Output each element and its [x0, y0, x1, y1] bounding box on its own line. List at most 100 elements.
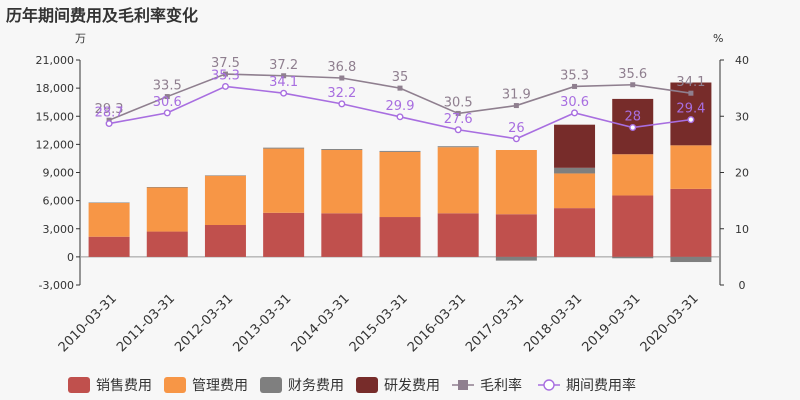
legend-swatch [260, 377, 282, 393]
gross-margin-label: 37.5 [211, 56, 240, 71]
bar-segment [379, 151, 421, 218]
expense-ratio-label: 34.1 [269, 75, 298, 90]
bar-segment [146, 187, 188, 232]
expense-ratio-point [687, 116, 695, 124]
bar-segment [437, 213, 479, 257]
bar-segment [612, 195, 654, 257]
gross-margin-label: 37.2 [269, 58, 298, 73]
gross-margin-point [688, 90, 694, 96]
gross-margin-point [630, 82, 636, 88]
x-tick-label: 2019-03-31 [580, 291, 644, 355]
gross-margin-label: 35 [392, 70, 409, 85]
bar-segment [670, 188, 712, 257]
bar-segment [437, 146, 479, 148]
bar-segment [321, 149, 363, 150]
right-tick-label: 30 [735, 110, 749, 123]
bar-segment [146, 187, 188, 188]
gross-margin-point [572, 83, 578, 89]
bar-segment [204, 175, 246, 176]
expense-ratio-label: 28 [624, 110, 641, 125]
legend-label: 毛利率 [480, 377, 522, 394]
legend-label: 管理费用 [192, 378, 248, 394]
bar-segment [554, 173, 596, 209]
left-tick-label: 12,000 [36, 138, 75, 151]
bar-segment [263, 212, 305, 257]
gross-margin-label: 35.3 [560, 68, 589, 83]
expense-ratio-label: 26 [508, 121, 525, 136]
legend-label: 销售费用 [96, 378, 152, 394]
bar-segment [379, 217, 421, 257]
expense-ratio-point [280, 89, 288, 97]
x-tick-label: 2010-03-31 [56, 291, 120, 355]
x-tick-label: 2014-03-31 [289, 291, 353, 355]
bar-segment [554, 124, 596, 168]
x-tick-label: 2017-03-31 [463, 291, 527, 355]
legend-label: 研发费用 [384, 378, 440, 394]
x-tick-label: 2016-03-31 [405, 291, 469, 355]
gross-margin-label: 33.5 [153, 79, 182, 94]
bar-segment [554, 167, 596, 174]
expense-ratio-point [396, 113, 404, 121]
left-tick-label: 18,000 [36, 82, 75, 95]
bar-segment [670, 145, 712, 189]
gross-margin-point [281, 73, 287, 79]
bar-segment [263, 148, 305, 213]
chart-title: 历年期间费用及毛利率变化 [6, 6, 199, 25]
bar-segment [321, 213, 363, 257]
expense-ratio-label: 35.3 [211, 68, 240, 83]
bar-segment [495, 214, 537, 257]
right-tick-label: 0 [739, 279, 746, 292]
x-tick-label: 2020-03-31 [638, 291, 702, 355]
bar-segment [437, 147, 479, 214]
bar-segment [88, 202, 130, 237]
bar-segment [379, 150, 421, 152]
legend-swatch [164, 377, 186, 393]
left-tick-label: -3,000 [39, 279, 74, 292]
legend-swatch [356, 377, 378, 393]
legend-marker [458, 380, 468, 390]
gross-margin-label: 35.6 [618, 67, 647, 82]
left-tick-label: 6,000 [43, 195, 75, 208]
bar-segment [612, 154, 654, 196]
bar-segment [670, 256, 712, 263]
gross-margin-point [397, 85, 403, 91]
gross-margin-point [222, 71, 228, 77]
left-tick-label: 0 [67, 251, 74, 264]
bar-segment [263, 147, 305, 149]
expense-ratio-label: 28.7 [95, 106, 124, 121]
gross-margin-label: 34.1 [676, 75, 705, 90]
bar-segment [495, 256, 537, 261]
expense-ratio-point [105, 120, 113, 128]
gross-margin-label: 36.8 [327, 60, 356, 75]
expense-ratio-label: 30.6 [560, 95, 589, 110]
expense-ratio-point [571, 109, 579, 117]
x-tick-label: 2012-03-31 [172, 291, 236, 355]
right-tick-label: 40 [735, 54, 749, 67]
expense-ratio-point [221, 82, 229, 90]
bar-segment [204, 225, 246, 257]
gross-margin-label: 31.9 [502, 88, 531, 103]
x-tick-label: 2013-03-31 [230, 291, 294, 355]
left-tick-label: 15,000 [36, 110, 75, 123]
x-tick-label: 2011-03-31 [114, 291, 178, 355]
x-tick-label: 2015-03-31 [347, 291, 411, 355]
legend-swatch [68, 377, 90, 393]
expense-ratio-label: 32.2 [327, 86, 356, 101]
expense-ratio-label: 27.6 [444, 112, 473, 127]
x-tick-label: 2018-03-31 [521, 291, 585, 355]
gross-margin-label: 30.5 [444, 95, 473, 110]
legend-label: 期间费用率 [566, 377, 636, 394]
left-axis-unit: 万 [75, 32, 86, 45]
gross-margin-point [339, 75, 345, 81]
left-tick-label: 3,000 [43, 223, 75, 236]
left-tick-label: 9,000 [43, 167, 75, 180]
expense-ratio-label: 30.6 [153, 95, 182, 110]
expense-ratio-point [338, 100, 346, 108]
gross-margin-point [164, 94, 170, 100]
legend-marker [543, 379, 555, 391]
right-axis-unit: % [713, 32, 723, 45]
bar-segment [495, 150, 537, 215]
expense-ratio-point [629, 123, 637, 131]
